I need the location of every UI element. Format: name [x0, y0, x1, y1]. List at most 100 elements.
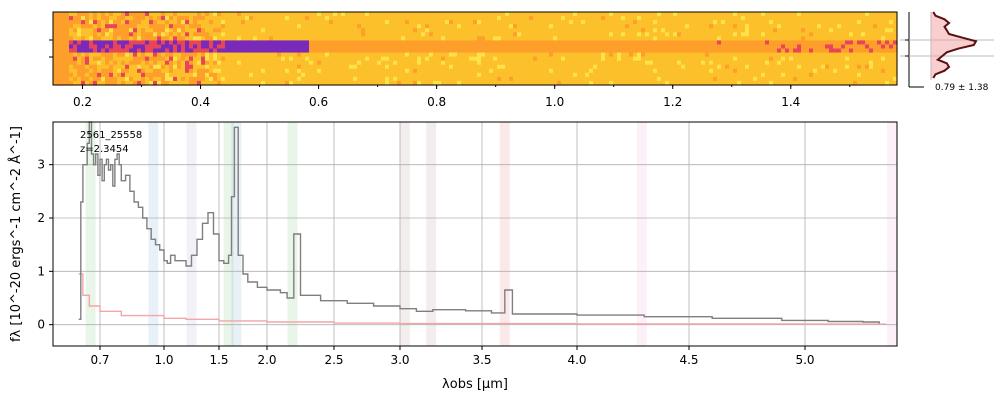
spectrum-2d-pixel [617, 36, 622, 41]
spectrum-2d-pixel [625, 80, 630, 86]
spectrum-2d-pixel [617, 76, 622, 82]
spectrum-2d-pixel [529, 44, 534, 50]
spectrum-2d-pixel [781, 20, 786, 25]
spectrum-2d-pixel [565, 48, 570, 54]
spectrum-2d-pixel [113, 64, 118, 70]
spectrum-2d-pixel [317, 28, 322, 33]
spectrum-2d-pixel [373, 16, 378, 21]
spectrum-2d-pixel [393, 60, 398, 66]
spectrum-2d-pixel [157, 44, 162, 50]
spectrum-2d-pixel [629, 72, 634, 78]
spectrum-2d-pixel [369, 20, 374, 25]
spectrum-2d-pixel [545, 36, 550, 41]
spectrum-2d-pixel [349, 52, 354, 58]
spectrum-2d-pixel [721, 28, 726, 33]
spectrum-2d-pixel [545, 12, 550, 17]
spectrum-2d-pixel [869, 12, 874, 17]
spectrum-2d-pixel [729, 56, 734, 62]
spectrum-2d-pixel [861, 12, 866, 17]
spectrum-2d-pixel [581, 48, 586, 54]
x-tick-label: 0.7 [90, 353, 109, 367]
spectrum-2d-pixel [509, 20, 514, 25]
spectrum-2d-pixel [57, 28, 62, 33]
spectrum-2d-pixel [653, 28, 658, 33]
spectrum-2d-pixel [65, 28, 70, 33]
spectrum-2d-pixel [517, 56, 522, 62]
spectrum-2d-pixel [213, 68, 218, 74]
spectrum-2d-pixel [729, 12, 734, 17]
spectrum-2d-pixel [297, 16, 302, 21]
spectrum-2d-pixel [745, 64, 750, 70]
spectrum-2d-pixel [421, 64, 426, 70]
spectrum-2d-pixel [573, 16, 578, 21]
spectrum-2d-pixel [333, 28, 338, 33]
spectrum-2d-pixel [633, 56, 638, 62]
spectrum-2d-pixel [125, 28, 130, 33]
spectrum-2d-pixel [257, 76, 262, 82]
spectrum-2d-pixel [865, 36, 870, 41]
spectrum-2d-pixel [757, 64, 762, 70]
spectrum-2d-pixel [169, 24, 174, 29]
spectrum-2d-pixel [137, 64, 142, 70]
x-tick-label: 5.0 [795, 353, 814, 367]
spectrum-2d-pixel [569, 20, 574, 25]
spectrum-2d-pixel [589, 40, 594, 46]
spectrum-2d-pixel [485, 64, 490, 70]
spectrum-2d-pixel [585, 68, 590, 74]
spectrum-2d-pixel [61, 48, 66, 54]
spectrum-2d-pixel [809, 80, 814, 86]
spectrum-2d-pixel [653, 24, 658, 29]
spectrum-2d-pixel [157, 16, 162, 21]
spectrum-2d-pixel [573, 44, 578, 50]
spectrum-2d-pixel [693, 48, 698, 54]
spectrum-2d-pixel [377, 36, 382, 41]
spectrum-2d-pixel [769, 44, 774, 50]
spectrum-2d-pixel [113, 44, 118, 50]
spectrum-2d-pixel [557, 72, 562, 78]
spectrum-2d-pixel [237, 40, 242, 46]
spectrum-2d-pixel [533, 76, 538, 82]
spectrum-2d-pixel [589, 36, 594, 41]
spectrum-2d-pixel [241, 24, 246, 29]
spectrum-2d-pixel [329, 64, 334, 70]
spectrum-2d-pixel [265, 64, 270, 70]
spectrum-2d-pixel [273, 72, 278, 78]
spectrum-2d-pixel [477, 48, 482, 54]
x-tick-label: 1.0 [154, 353, 173, 367]
spectrum-2d-pixel [861, 80, 866, 86]
spectrum-2d-pixel [777, 40, 782, 46]
spectrum-2d-pixel [733, 72, 738, 78]
spectrum-2d-pixel [661, 24, 666, 29]
spectrum-2d-pixel [125, 64, 130, 70]
spectrum-2d-pixel [673, 24, 678, 29]
spectrum-2d-pixel [437, 32, 442, 37]
spectrum-2d-pixel [549, 24, 554, 29]
spectrum-2d-pixel [793, 28, 798, 33]
spectrum-2d-pixel [617, 56, 622, 62]
spectrum-2d-pixel [429, 80, 434, 86]
spectrum-2d-pixel [177, 52, 182, 58]
spectrum-2d-pixel [81, 16, 86, 21]
spectrum-2d-pixel [529, 12, 534, 17]
spectrum-2d-pixel [481, 12, 486, 17]
spectrum-2d-pixel [89, 52, 94, 58]
spectrum-2d-pixel [57, 52, 62, 58]
spectrum-2d-pixel [457, 44, 462, 50]
grid-lines [53, 122, 897, 346]
spectrum-2d-pixel [417, 80, 422, 86]
spectrum-2d-pixel [621, 16, 626, 21]
spectrum-2d-pixel [765, 24, 770, 29]
spectrum-2d-pixel [381, 12, 386, 17]
spectrum-2d-pixel [773, 64, 778, 70]
spectrum-2d-pixel [541, 48, 546, 54]
spectrum-2d-pixel [869, 28, 874, 33]
spectrum-2d-pixel [137, 24, 142, 29]
spectrum-2d-pixel [61, 40, 66, 46]
spectrum-2d-pixel [877, 76, 882, 82]
spectrum-2d-pixel [441, 24, 446, 29]
spectrum-2d-pixel [221, 72, 226, 78]
spectrum-2d-pixel [89, 28, 94, 33]
spectrum-2d-pixel [541, 20, 546, 25]
spectrum-2d-pixel [645, 44, 650, 50]
spectrum-2d-pixel [69, 68, 74, 74]
